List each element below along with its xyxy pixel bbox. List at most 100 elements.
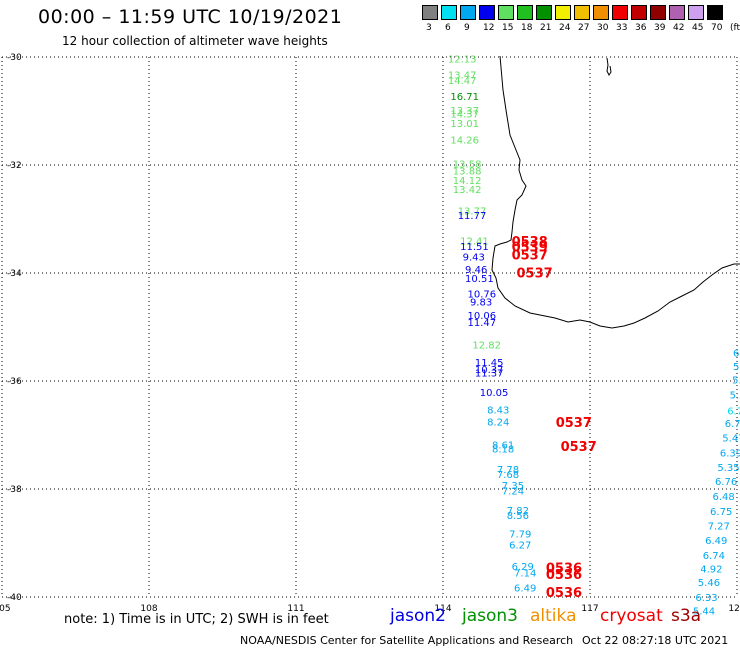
wave-height-label: 6.49	[705, 536, 727, 547]
legend-swatch-label: 12	[483, 23, 495, 33]
legend-swatch-label: 42	[673, 23, 685, 33]
wave-height-label: 9.46	[465, 265, 487, 276]
wave-height-label: 6.48	[713, 492, 735, 503]
legend-swatch-label: 3	[426, 23, 432, 33]
legend-swatch-label: 21	[540, 23, 552, 33]
wave-height-label: 6.27	[509, 540, 531, 551]
latitude-tick-label: -30	[7, 53, 22, 63]
pass-time-label: 0537	[512, 249, 548, 264]
wave-height-label: 11.45	[475, 358, 504, 369]
legend-swatch	[612, 5, 628, 20]
longitude-tick-label: 120	[728, 604, 740, 614]
pass-time-label: 0536	[546, 562, 582, 577]
wave-height-label: 12.13	[448, 54, 477, 65]
map-grid: -30 -32 -34 -36 -38 -40105 108 111 114 117 120	[0, 53, 740, 614]
wave-height-label: 6.33	[695, 593, 717, 604]
wave-height-label: 13.47	[448, 71, 477, 82]
longitude-tick-label: 108	[140, 604, 157, 614]
wave-height-label: 6.39	[720, 449, 740, 460]
wave-height-label: 14.12	[453, 176, 482, 187]
page-title: 00:00 – 11:59 UTC 10/19/2021	[38, 6, 343, 28]
wave-height-label: 11.77	[458, 211, 487, 222]
longitude-tick-label: 117	[581, 604, 598, 614]
legend-swatch-label: 30	[597, 23, 609, 33]
legend-swatch	[422, 5, 438, 20]
wave-height-label: 6.75	[710, 507, 732, 518]
western-australia-coastline	[491, 55, 740, 329]
wave-height-label: 5.35	[717, 463, 739, 474]
wave-height-label: 10.06	[468, 311, 497, 322]
wave-height-label: 12.82	[472, 341, 501, 352]
wave-height-label: 13.88	[453, 167, 482, 178]
pass-time-label: 0536	[546, 568, 582, 583]
wave-height-label: 13.42	[453, 185, 482, 196]
generated-timestamp: Oct 22 08:27:18 UTC 2021	[582, 634, 729, 647]
wave-height-label: 11.37	[475, 369, 504, 380]
pass-time-label: 0538	[512, 235, 548, 250]
wave-height-label: 6.73	[725, 419, 740, 430]
satellite-label-altika: altika	[530, 606, 577, 626]
wave-height-label: 5.3	[733, 362, 740, 373]
legend-swatch-label: 24	[559, 23, 571, 33]
wave-height-label: 7.24	[502, 486, 524, 497]
wave-height-label: 6.76	[715, 477, 737, 488]
coastline	[491, 55, 740, 329]
wave-height-label: 5.44	[693, 606, 715, 617]
pass-time-label: 0536	[546, 586, 582, 601]
wave-height-label: 8.56	[507, 511, 529, 522]
wave-height-label: 13.58	[453, 160, 482, 171]
satellite-label-cryosat: cryosat	[600, 606, 663, 626]
wave-height-label: 7.82	[507, 506, 529, 517]
legend-unit: (ft)	[730, 23, 740, 33]
wave-height-label: 8.18	[492, 444, 514, 455]
legend-swatch	[669, 5, 685, 20]
wave-height-label: 9.43	[463, 253, 485, 264]
legend-swatch	[517, 5, 533, 20]
legend-swatch-label: 6	[445, 23, 451, 33]
wave-height-label: 11.51	[460, 242, 489, 253]
legend-swatch	[688, 5, 704, 20]
wave-height-label: 16.71	[450, 92, 479, 103]
legend-swatch	[650, 5, 666, 20]
wave-height-label: 7.78	[497, 465, 519, 476]
satellite-label-s3a: s3a	[671, 606, 702, 626]
wave-height-label: 14.26	[450, 135, 479, 146]
wave-height-label: 6.76	[727, 406, 740, 417]
legend-swatch	[536, 5, 552, 20]
wave-height-label: 13.01	[450, 119, 479, 130]
wave-height-label: 8.43	[487, 405, 509, 416]
wave-height-label: 13.37	[450, 106, 479, 117]
legend-swatch	[574, 5, 590, 20]
pass-time-label: 0537	[561, 440, 597, 455]
legend-swatch	[460, 5, 476, 20]
wave-height-label: 5.5	[730, 390, 740, 401]
satellite-label-jason3: jason3	[462, 606, 518, 626]
legend-swatch-label: 33	[616, 23, 628, 33]
wave-height-label: 5.46	[698, 578, 720, 589]
legend-swatch	[441, 5, 457, 20]
wave-height-label: 6.29	[512, 562, 534, 573]
legend-swatch	[631, 5, 647, 20]
wave-height-label: 6.74	[703, 551, 725, 562]
inlet-coastline	[606, 57, 612, 76]
pass-time-label: 0539	[512, 240, 548, 255]
wave-height-label: 7.79	[509, 530, 531, 541]
wave-height-label: 5.47	[722, 433, 740, 444]
wave-height-label: 12.41	[460, 236, 489, 247]
wave-height-label: 14.37	[450, 109, 479, 120]
legend-swatch-label: 15	[502, 23, 514, 33]
legend-swatch-label: 9	[464, 23, 470, 33]
wave-height-label: 8.24	[487, 417, 509, 428]
longitude-tick-label: 105	[0, 604, 11, 614]
wave-height-label: 7.35	[502, 481, 524, 492]
wave-height-label: 6.49	[514, 584, 536, 595]
latitude-tick-label: -36	[7, 377, 22, 387]
credit-text: NOAA/NESDIS Center for Satellite Applica…	[240, 634, 574, 647]
wave-height-label: 10.51	[465, 274, 494, 285]
footnote: note: 1) Time is in UTC; 2) SWH is in fe…	[64, 612, 329, 627]
wave-height-label: 7.14	[514, 568, 536, 579]
latitude-tick-label: -38	[7, 485, 22, 495]
